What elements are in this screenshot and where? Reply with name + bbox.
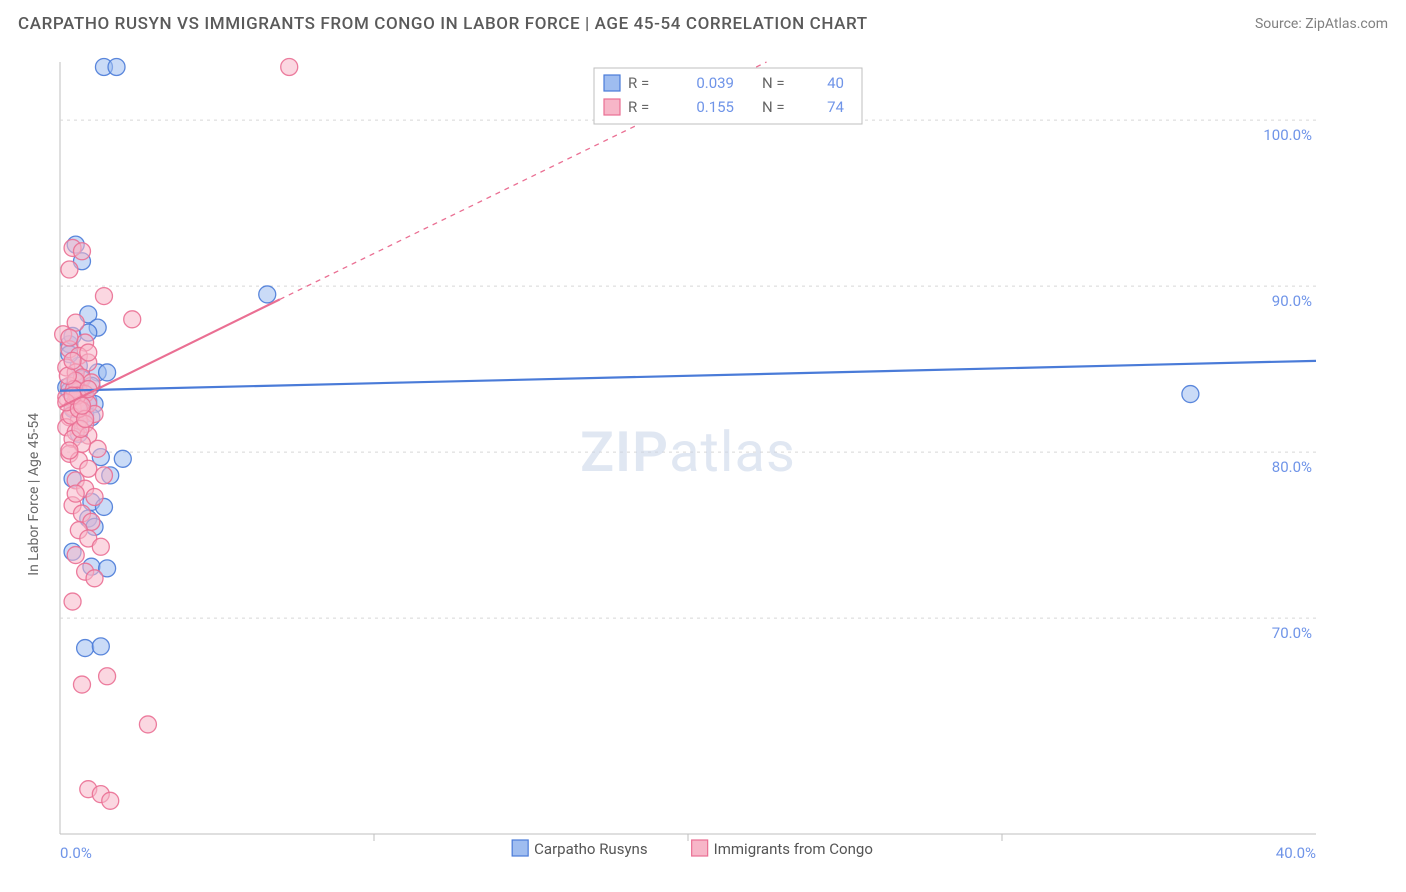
svg-text:90.0%: 90.0%	[1272, 292, 1312, 310]
svg-text:40.0%: 40.0%	[1276, 844, 1316, 862]
svg-text:100.0%: 100.0%	[1263, 126, 1312, 144]
svg-text:70.0%: 70.0%	[1272, 624, 1312, 642]
chart-title: CARPATHO RUSYN VS IMMIGRANTS FROM CONGO …	[18, 14, 868, 34]
chart-header: CARPATHO RUSYN VS IMMIGRANTS FROM CONGO …	[0, 0, 1406, 40]
svg-text:Immigrants from Congo: Immigrants from Congo	[714, 840, 873, 858]
chart-source: Source: ZipAtlas.com	[1255, 16, 1388, 32]
svg-text:80.0%: 80.0%	[1272, 458, 1312, 476]
scatter-chart: 70.0% 80.0% 90.0% 100.0% 0.0% 40.0% ZIPatlas In…	[18, 44, 1388, 880]
svg-text:0.0%: 0.0%	[60, 844, 92, 862]
svg-text:In Labor Force | Age 45-54: In Labor Force | Age 45-54	[26, 413, 42, 576]
svg-text:ZIPatlas: ZIPatlas	[580, 419, 796, 485]
chart-area: 70.0% 80.0% 90.0% 100.0% 0.0% 40.0% ZIPatlas In…	[18, 44, 1388, 880]
svg-text:Carpatho Rusyns: Carpatho Rusyns	[534, 840, 647, 858]
